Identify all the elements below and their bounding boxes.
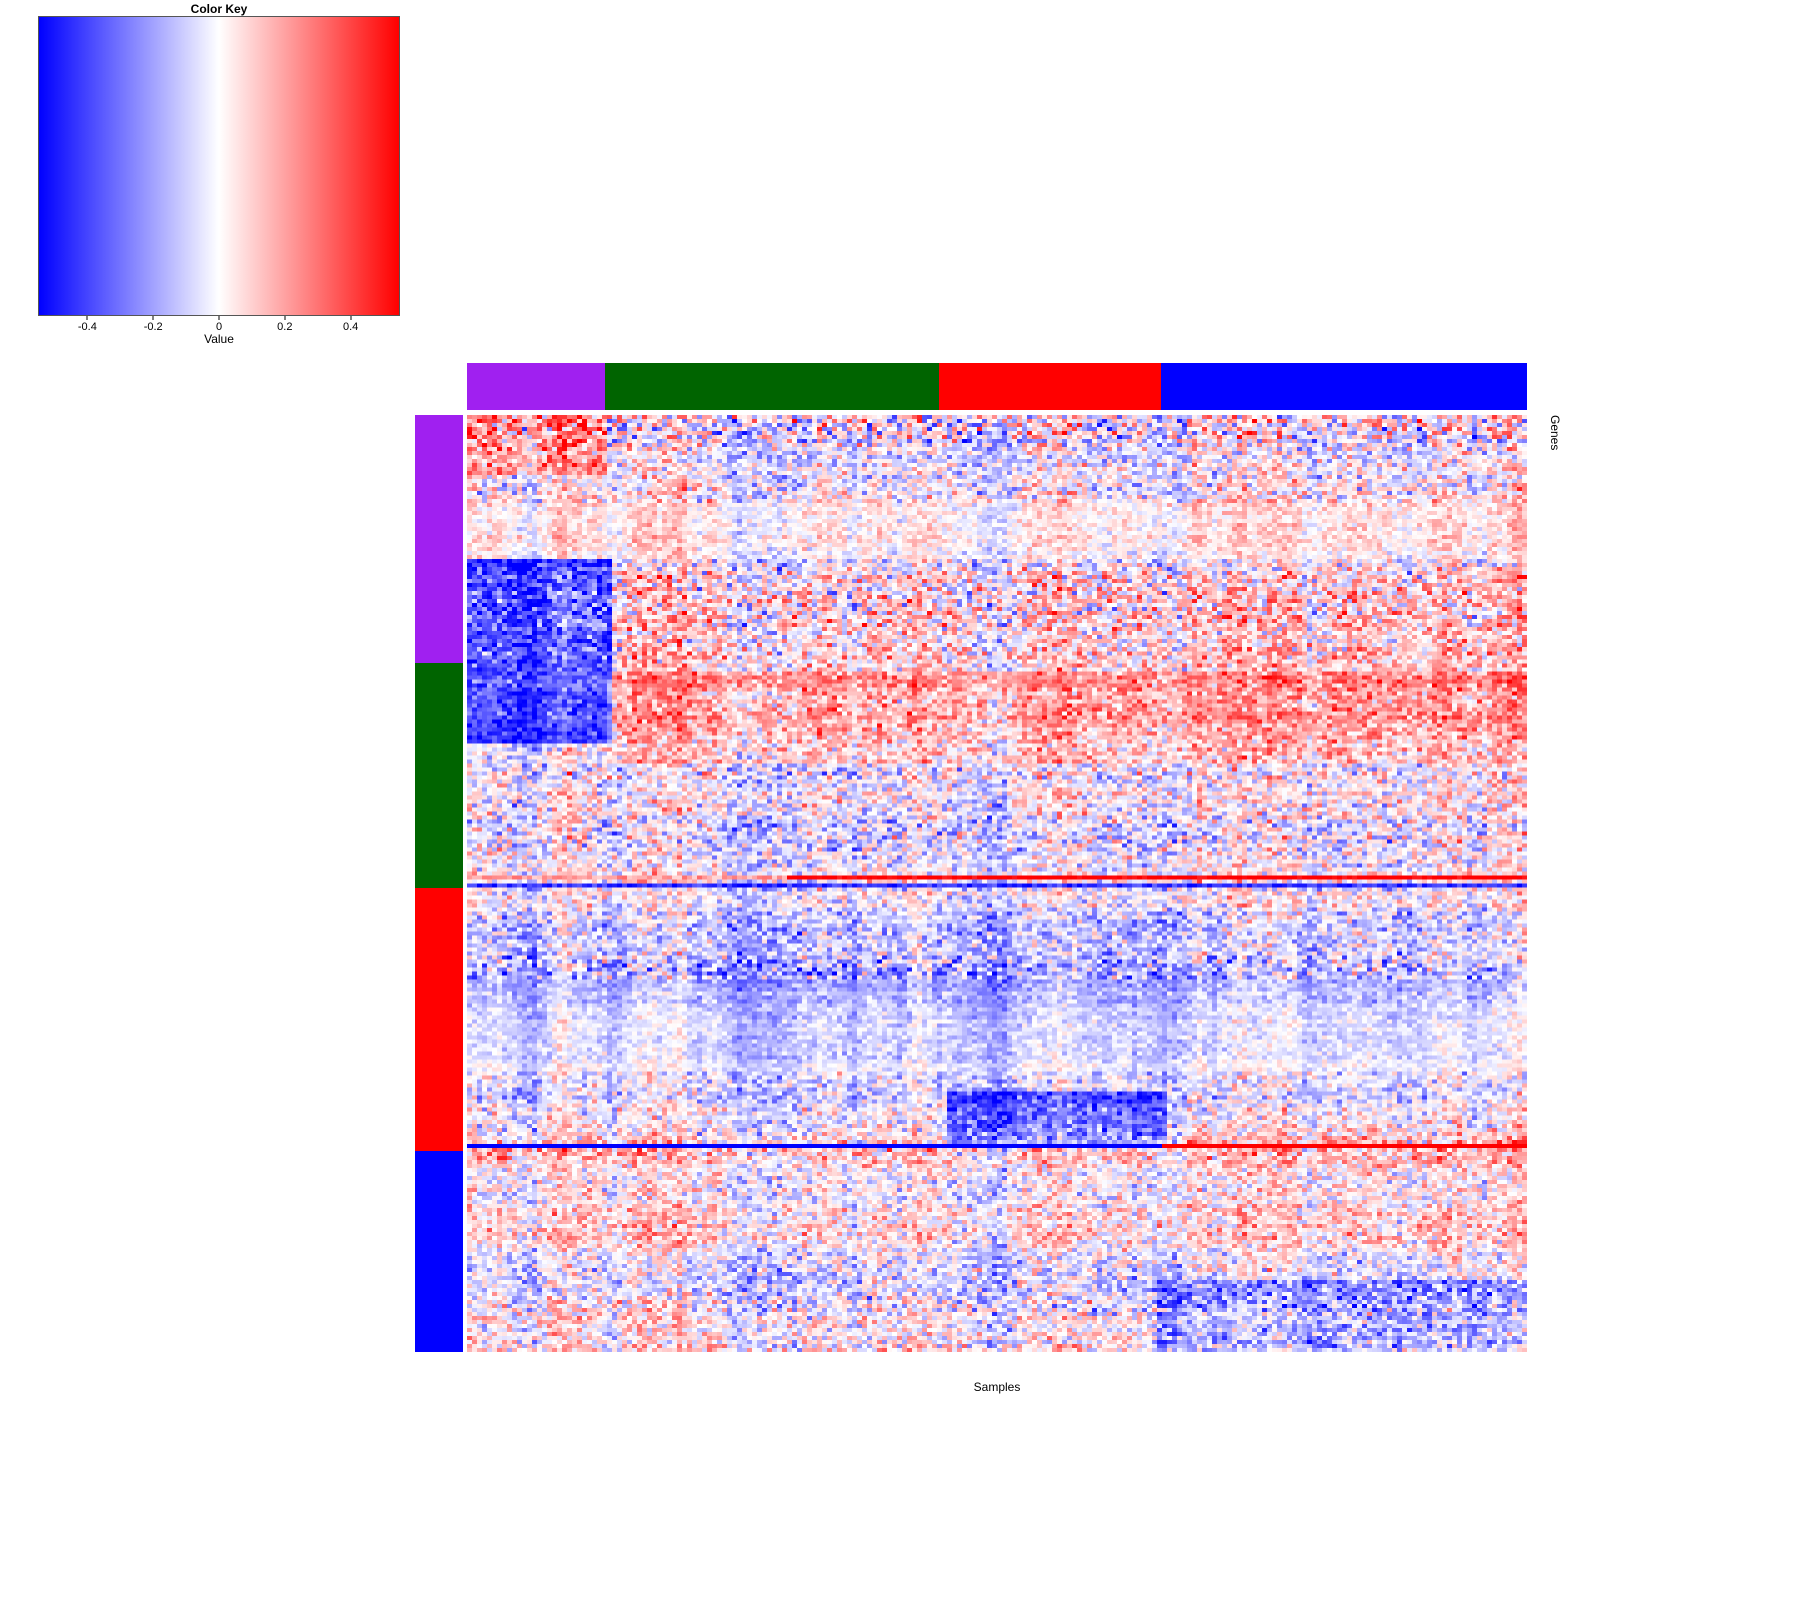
color-key-tickmark xyxy=(152,316,154,320)
color-key-title: Color Key xyxy=(190,2,248,16)
row-group-blue xyxy=(415,1150,463,1352)
y-axis-label: Genes xyxy=(1548,415,1562,451)
row-group-red xyxy=(415,888,463,1151)
color-key-tickmark xyxy=(284,316,286,320)
row-group-purple xyxy=(415,415,463,664)
row-groups-sidebar xyxy=(415,415,463,1352)
color-key-tick-label: 0.4 xyxy=(342,321,359,333)
column-group-green xyxy=(604,363,939,410)
color-key-tickmark xyxy=(218,316,220,320)
color-key-tick-label: -0.2 xyxy=(143,321,163,333)
row-group-green xyxy=(415,663,463,889)
color-key-tick-label: -0.4 xyxy=(77,321,97,333)
color-key-tickmark xyxy=(86,316,88,320)
column-group-blue xyxy=(1161,363,1527,410)
color-key-tick-label: 0.2 xyxy=(277,321,293,333)
color-key-tickmark xyxy=(350,316,352,320)
color-key: Color Key -0.4 -0.2 0 0.2 0.4 Value xyxy=(38,2,400,346)
color-key-gradient xyxy=(38,16,400,316)
heatmap-canvas xyxy=(467,415,1527,1352)
x-axis-label: Samples xyxy=(973,1380,1021,1394)
column-group-red xyxy=(938,363,1162,410)
color-key-ticks: -0.4 -0.2 0 0.2 0.4 xyxy=(38,316,400,334)
color-key-axis-label: Value xyxy=(204,332,234,346)
color-key-tick-label: 0 xyxy=(215,321,223,333)
column-groups-sidebar xyxy=(467,363,1527,410)
column-group-purple xyxy=(467,363,605,410)
